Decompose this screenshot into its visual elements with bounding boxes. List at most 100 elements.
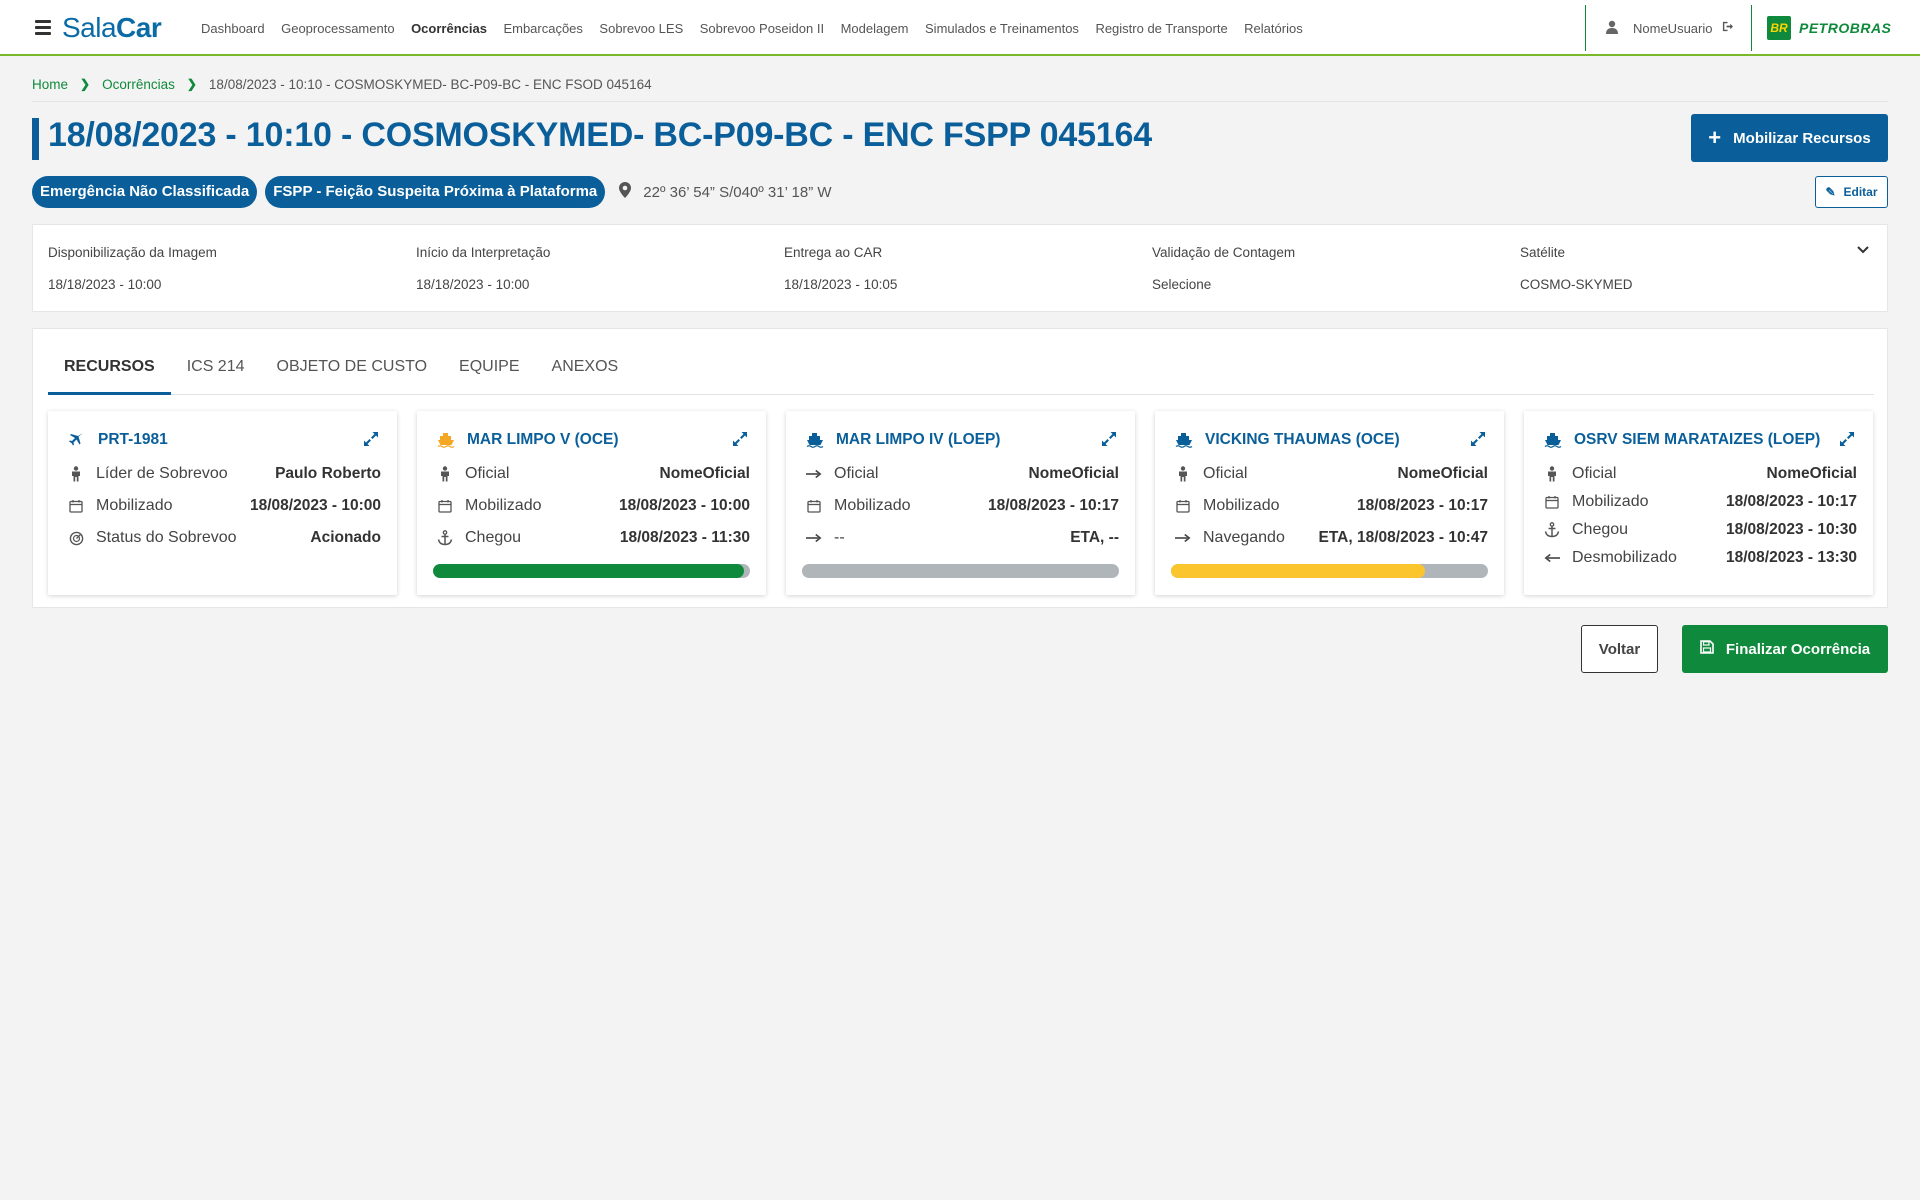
tab-bar: RECURSOS ICS 214 OBJETO DE CUSTO EQUIPE ANEX… — [48, 347, 1874, 395]
nav-item-modelagem[interactable]: Modelagem — [840, 20, 909, 36]
resource-card[interactable]: VICKING THAUMAS (OCE) Oficial NomeOficial M… — [1155, 411, 1504, 595]
info-image-availability: Disponibilização da Imagem 18/18/2023 - … — [48, 245, 217, 292]
nav-item-simulados-e-treinamentos[interactable]: Simulados e Treinamentos — [925, 20, 1079, 36]
ship-icon — [1175, 432, 1193, 448]
app-logo[interactable]: SalaCar — [62, 12, 162, 44]
back-button[interactable]: Voltar — [1581, 625, 1658, 673]
row-value: 18/08/2023 - 10:00 — [619, 497, 750, 514]
user-menu[interactable]: NomeUsuario — [1605, 0, 1734, 56]
row-value: 18/08/2023 - 13:30 — [1726, 549, 1857, 566]
anchor-icon — [1544, 522, 1560, 538]
row-label: Oficial — [1572, 465, 1617, 482]
user-icon — [1605, 20, 1619, 37]
breadcrumb-home[interactable]: Home — [32, 76, 69, 92]
tag-emergency-class: Emergência Não Classificada — [32, 176, 258, 208]
arrow-right-icon — [806, 530, 822, 546]
resource-card[interactable]: MAR LIMPO IV (LOEP) Oficial NomeOficial Mob… — [786, 411, 1135, 595]
row-label: Chegou — [465, 529, 522, 546]
edit-button[interactable]: ✎ Editar — [1815, 176, 1888, 208]
br-badge: BR — [1767, 16, 1791, 40]
expand-icon[interactable] — [363, 431, 379, 447]
info-interpretation-start: Início da Interpretação 18/18/2023 - 10:… — [416, 245, 550, 292]
info-label: Disponibilização da Imagem — [48, 245, 217, 260]
mobilize-resources-button[interactable]: + Mobilizar Recursos — [1691, 114, 1888, 162]
row-label: Navegando — [1203, 529, 1285, 546]
row-value: 18/08/2023 - 10:17 — [988, 497, 1119, 514]
row-label: Oficial — [834, 465, 879, 482]
row-value: NomeOficial — [1766, 465, 1857, 482]
coordinates: 22º 36’ 54” S/040º 31’ 18” W — [619, 182, 832, 202]
divider — [1585, 5, 1586, 51]
brand-name: PETROBRAS — [1799, 20, 1892, 36]
row-label: Chegou — [1572, 521, 1629, 538]
card-header: OSRV SIEM MARATAIZES (LOEP) — [1544, 429, 1855, 451]
nav-item-dashboard[interactable]: Dashboard — [201, 20, 265, 36]
menu-icon[interactable] — [35, 20, 51, 35]
tab-ics-214[interactable]: ICS 214 — [186, 358, 245, 375]
divider — [1751, 5, 1752, 51]
row-value: ETA, 18/08/2023 - 10:47 — [1318, 529, 1488, 546]
page-title: 18/08/2023 - 10:10 - COSMOSKYMED- BC-P09… — [48, 116, 1152, 154]
airplane-icon — [68, 432, 86, 448]
row-value: Paulo Roberto — [275, 465, 381, 482]
row-value: 18/08/2023 - 10:30 — [1726, 521, 1857, 538]
breadcrumb: Home ❯ Ocorrências ❯ 18/08/2023 - 10:10 … — [32, 75, 652, 93]
tab-objeto-de-custo[interactable]: OBJETO DE CUSTO — [276, 358, 428, 375]
nav-item-registro-de-transporte[interactable]: Registro de Transporte — [1095, 20, 1228, 36]
progress-fill — [1171, 564, 1425, 578]
calendar-icon — [806, 498, 822, 514]
tab-recursos[interactable]: RECURSOS — [48, 347, 171, 395]
nav-item-sobrevoo-poseidon-ii[interactable]: Sobrevoo Poseidon II — [699, 20, 825, 36]
row-value: 18/08/2023 - 10:17 — [1726, 493, 1857, 510]
tab-equipe[interactable]: EQUIPE — [459, 358, 520, 375]
expand-icon[interactable] — [1470, 431, 1486, 447]
tab-anexos[interactable]: ANEXOS — [551, 358, 619, 375]
chevron-right-icon: ❯ — [80, 77, 91, 91]
nav-item-embarca-es[interactable]: Embarcações — [503, 20, 583, 36]
tag-fspp: FSPP - Feição Suspeita Próxima à Platafo… — [265, 176, 606, 208]
expand-icon[interactable] — [732, 431, 748, 447]
card-row: Mobilizado 18/08/2023 - 10:17 — [806, 495, 1119, 517]
row-value: ETA, -- — [1070, 529, 1119, 546]
resource-card[interactable]: PRT-1981 Líder de Sobrevoo Paulo Roberto Mo… — [48, 411, 397, 595]
info-satellite: Satélite COSMO-SKYMED — [1520, 245, 1633, 292]
chevron-down-icon[interactable] — [1857, 241, 1869, 257]
mobilize-label: Mobilizar Recursos — [1733, 129, 1871, 147]
title-accent — [32, 118, 39, 160]
card-header: VICKING THAUMAS (OCE) — [1175, 429, 1486, 451]
finish-occurrence-button[interactable]: Finalizar Ocorrência — [1682, 625, 1888, 673]
info-delivery-car: Entrega ao CAR 18/18/2023 - 10:05 — [784, 245, 897, 292]
nav-item-relat-rios[interactable]: Relatórios — [1244, 20, 1303, 36]
nav-item-ocorr-ncias[interactable]: Ocorrências — [411, 20, 487, 36]
breadcrumb-ocorrencias[interactable]: Ocorrências — [102, 76, 175, 92]
arrow-right-icon — [806, 466, 822, 482]
logout-icon[interactable] — [1722, 21, 1734, 35]
expand-icon[interactable] — [1101, 431, 1117, 447]
info-label: Validação de Contagem — [1152, 245, 1296, 260]
expand-icon[interactable] — [1839, 431, 1855, 447]
card-header: MAR LIMPO IV (LOEP) — [806, 429, 1117, 451]
count-validation-select[interactable]: Selecione — [1152, 277, 1212, 292]
resource-card[interactable]: MAR LIMPO V (OCE) Oficial NomeOficial Mobil… — [417, 411, 766, 595]
info-count-validation[interactable]: Validação de Contagem Selecione — [1152, 245, 1295, 292]
chevron-right-icon: ❯ — [186, 77, 197, 91]
tag-row: Emergência Não Classificada FSPP - Feiçã… — [32, 176, 832, 208]
breadcrumb-current: 18/08/2023 - 10:10 - COSMOSKYMED- BC-P09… — [208, 76, 652, 92]
info-label: Início da Interpretação — [416, 245, 551, 260]
row-value: 18/08/2023 - 10:00 — [250, 497, 381, 514]
nav-item-geoprocessamento[interactable]: Geoprocessamento — [281, 20, 395, 36]
card-row: Chegou 18/08/2023 - 11:30 — [437, 527, 750, 549]
ship-icon — [806, 432, 824, 448]
row-label: Mobilizado — [96, 497, 173, 514]
nav-item-sobrevoo-les[interactable]: Sobrevoo LES — [599, 20, 684, 36]
info-value: COSMO-SKYMED — [1520, 277, 1633, 292]
card-row: Oficial NomeOficial — [1175, 463, 1488, 485]
ship-icon — [437, 432, 455, 448]
card-header: MAR LIMPO V (OCE) — [437, 429, 748, 451]
row-label: Oficial — [1203, 465, 1248, 482]
ship-icon — [1544, 432, 1562, 448]
resource-card[interactable]: OSRV SIEM MARATAIZES (LOEP) Oficial NomeOf… — [1524, 411, 1873, 595]
progress-bar — [433, 564, 750, 578]
person-icon — [437, 466, 453, 482]
progress-bar — [1171, 564, 1488, 578]
